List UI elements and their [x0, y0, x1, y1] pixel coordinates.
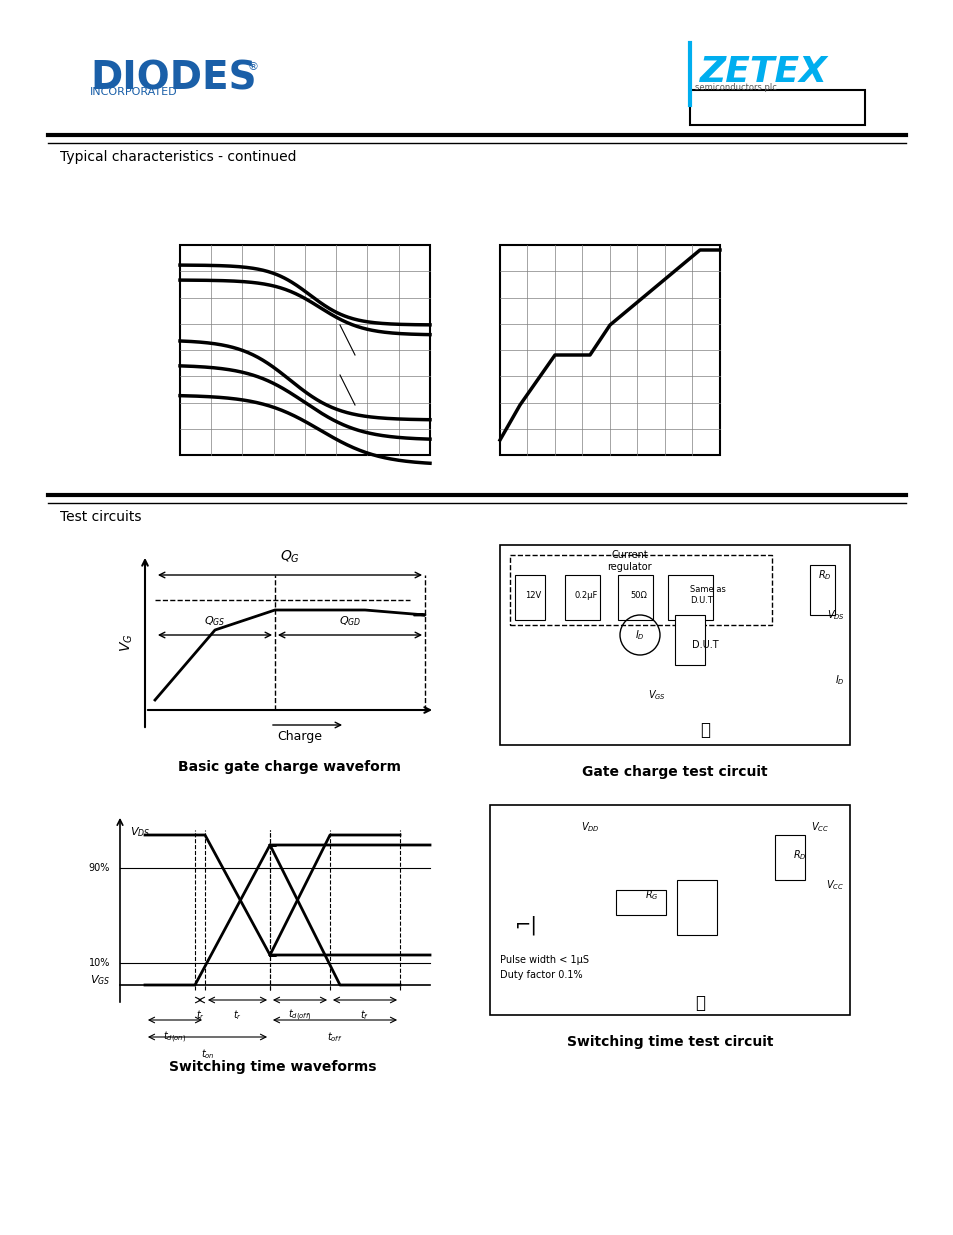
Text: $t_{off}$: $t_{off}$ — [327, 1030, 342, 1044]
Bar — [774, 835, 804, 881]
Text: Pulse width < 1μS: Pulse width < 1μS — [499, 955, 588, 965]
Text: INCORPORATED: INCORPORATED — [90, 86, 177, 98]
Text: Switching time waveforms: Switching time waveforms — [169, 1060, 375, 1074]
Text: Same as
D.U.T: Same as D.U.T — [689, 585, 725, 605]
Bar — [667, 576, 712, 620]
Bar — [618, 576, 652, 620]
Text: $t_f$: $t_f$ — [360, 1008, 369, 1021]
Bar — [677, 881, 717, 935]
Text: ⌐|: ⌐| — [515, 915, 537, 935]
Bar — [510, 555, 772, 625]
Bar — [499, 245, 720, 454]
Text: 10%: 10% — [89, 958, 110, 968]
Text: $V_{DS}$: $V_{DS}$ — [130, 825, 151, 839]
Bar — [689, 90, 864, 125]
Text: semiconductors plc: semiconductors plc — [695, 83, 776, 91]
Text: $t_{d(on)}$: $t_{d(on)}$ — [163, 1030, 187, 1045]
Bar — [490, 805, 849, 1015]
Text: Current
regulator: Current regulator — [606, 550, 651, 572]
Text: $Q_{GD}$: $Q_{GD}$ — [338, 614, 361, 629]
Text: ZETEX: ZETEX — [700, 56, 827, 89]
Text: $t_{on}$: $t_{on}$ — [200, 1047, 214, 1061]
Text: 0.2μF: 0.2μF — [575, 590, 598, 599]
Bar — [616, 890, 665, 915]
Text: $V_{GS}$: $V_{GS}$ — [90, 973, 110, 987]
Text: Test circuits: Test circuits — [60, 510, 141, 524]
Text: Switching time test circuit: Switching time test circuit — [566, 1035, 773, 1049]
Text: ⏚: ⏚ — [695, 994, 704, 1011]
Text: $V_{GS}$: $V_{GS}$ — [648, 688, 666, 701]
Text: ⏚: ⏚ — [700, 721, 709, 739]
Text: $V_{G}$: $V_{G}$ — [118, 634, 135, 652]
Bar — [180, 245, 430, 454]
Text: Typical characteristics - continued: Typical characteristics - continued — [60, 149, 296, 164]
Text: $R_G$: $R_G$ — [644, 888, 659, 902]
Text: D.U.T: D.U.T — [692, 640, 719, 650]
Text: $Q_G$: $Q_G$ — [280, 548, 299, 564]
Text: $R_D$: $R_D$ — [818, 568, 831, 582]
Bar — [675, 615, 704, 664]
Text: 90%: 90% — [89, 863, 110, 873]
Text: $t_{d(off)}$: $t_{d(off)}$ — [288, 1008, 312, 1024]
Bar — [564, 576, 599, 620]
Text: $I_D$: $I_D$ — [635, 629, 644, 642]
Bar — [499, 545, 849, 745]
Text: $t_r$: $t_r$ — [233, 1008, 242, 1021]
Text: Duty factor 0.1%: Duty factor 0.1% — [499, 969, 582, 981]
Text: $t_r$: $t_r$ — [195, 1008, 204, 1021]
Text: Gate charge test circuit: Gate charge test circuit — [581, 764, 767, 779]
Bar — [809, 564, 834, 615]
Text: $R_D$: $R_D$ — [792, 848, 806, 862]
Text: 12V: 12V — [524, 590, 540, 599]
Text: $V_{CC}$: $V_{CC}$ — [825, 878, 843, 892]
Text: $Q_{GS}$: $Q_{GS}$ — [204, 614, 226, 629]
Text: $I_D$: $I_D$ — [835, 673, 844, 687]
Text: Charge: Charge — [277, 730, 322, 743]
Text: 50Ω: 50Ω — [629, 590, 646, 599]
Text: DIODES: DIODES — [90, 61, 256, 98]
Text: $V_{DD}$: $V_{DD}$ — [580, 820, 599, 834]
Text: Basic gate charge waveform: Basic gate charge waveform — [178, 760, 401, 774]
Text: $V_{CC}$: $V_{CC}$ — [810, 820, 828, 834]
Text: $V_{DS}$: $V_{DS}$ — [826, 608, 844, 622]
Text: ®: ® — [248, 62, 258, 72]
Bar — [515, 576, 544, 620]
